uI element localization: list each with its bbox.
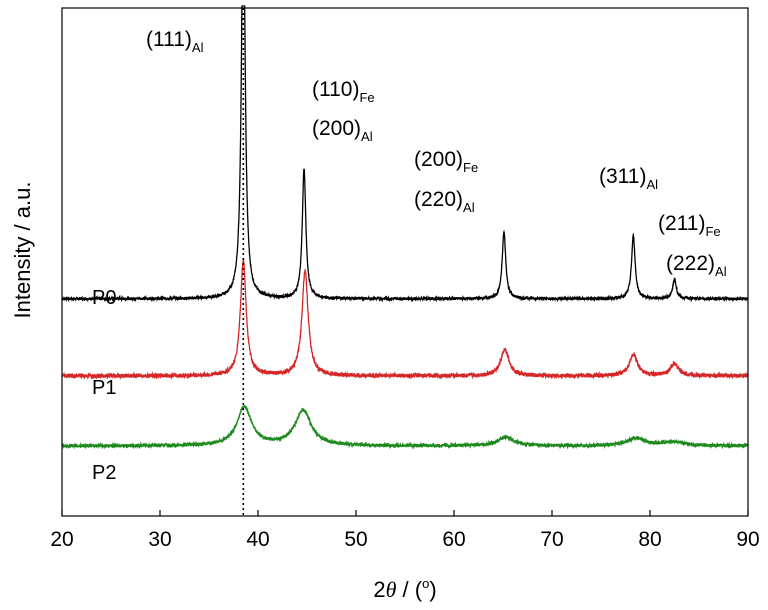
- annotation-220-al: (220)Al: [414, 188, 475, 215]
- series-label-p2: P2: [92, 462, 116, 484]
- x-axis-title: 2θ / (o): [373, 576, 436, 602]
- series-label-p0: P0: [92, 287, 116, 309]
- y-axis-title: Intensity / a.u.: [10, 182, 35, 319]
- annotation-311-al: (311)Al: [599, 165, 658, 192]
- x-tick-label: 50: [344, 528, 367, 551]
- x-axis-ticks: 20 30 40 50 60 70 80 90: [50, 510, 760, 551]
- x-tick-label: 80: [638, 528, 661, 551]
- x-tick-label: 40: [246, 528, 269, 551]
- series-line-p0: [61, 5, 749, 303]
- x-tick-label: 60: [442, 528, 465, 551]
- series-labels: P0 P1 P2: [92, 287, 116, 484]
- peak-annotations: (111)Al (110)Fe (200)Al (200)Fe (220)Al …: [146, 28, 727, 279]
- annotation-222-al: (222)Al: [666, 252, 727, 279]
- series-curves: [61, 5, 749, 450]
- annotation-211-fe: (211)Fe: [658, 212, 721, 239]
- x-tick-label: 20: [50, 528, 73, 551]
- annotation-200-fe: (200)Fe: [414, 148, 478, 175]
- annotation-111-al: (111)Al: [146, 28, 204, 55]
- series-label-p1: P1: [92, 377, 116, 399]
- series-line-p2: [61, 404, 749, 450]
- annotation-110-fe: (110)Fe: [312, 78, 375, 105]
- plot-frame: [61, 7, 749, 517]
- x-tick-label: 30: [148, 528, 171, 551]
- x-tick-label: 70: [540, 528, 563, 551]
- x-tick-label: 90: [736, 528, 759, 551]
- annotation-200-al: (200)Al: [312, 117, 373, 144]
- series-line-p1: [61, 259, 749, 381]
